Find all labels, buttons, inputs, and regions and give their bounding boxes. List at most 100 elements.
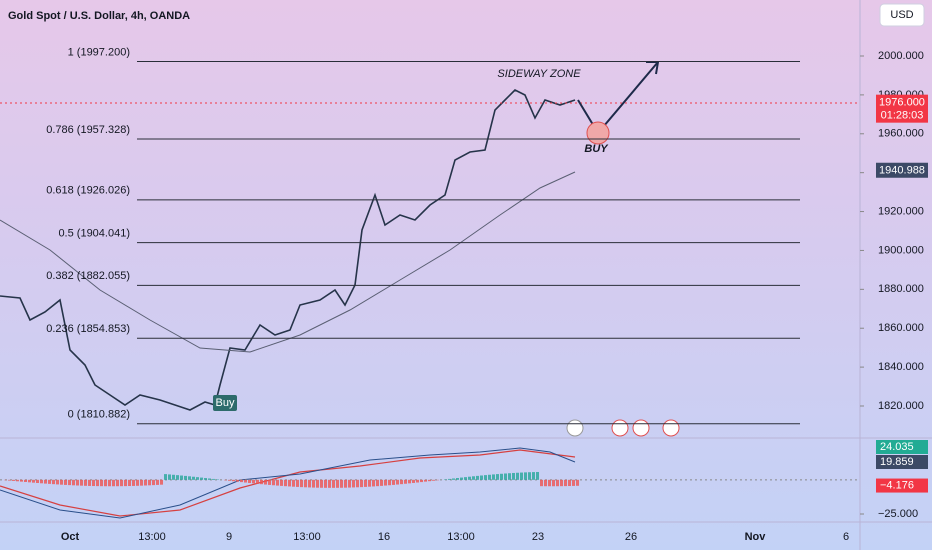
histogram-bar	[156, 479, 159, 485]
histogram-bar	[320, 479, 323, 488]
histogram-bar	[16, 479, 19, 482]
y-tick-label: 1900.000	[878, 244, 924, 256]
buy-path-arrow	[577, 61, 659, 135]
x-tick-label: 13:00	[447, 531, 475, 543]
histogram-bar	[188, 476, 191, 480]
histogram-bar	[448, 478, 451, 480]
histogram-bar	[312, 479, 315, 488]
histogram-bar	[112, 479, 115, 487]
buy-signal: Buy	[216, 397, 235, 409]
histogram-bar	[468, 476, 471, 480]
event-icon[interactable]	[611, 419, 629, 437]
histogram-bar	[208, 478, 211, 480]
histogram-bar	[292, 479, 295, 487]
histogram-bar	[256, 479, 259, 484]
histogram-bar	[384, 479, 387, 486]
currency-button[interactable]	[879, 3, 925, 27]
histogram-bar	[576, 479, 579, 486]
histogram-bar	[272, 479, 275, 486]
histogram-bar	[368, 479, 371, 487]
histogram-bar	[12, 479, 15, 481]
x-tick-label: 9	[226, 531, 232, 543]
histogram-bar	[52, 479, 55, 485]
x-tick-label: Nov	[745, 531, 767, 543]
histogram-bar	[200, 477, 203, 480]
histogram-bar	[160, 479, 163, 485]
histogram-bar	[244, 479, 247, 483]
histogram-bar	[100, 479, 103, 487]
histogram-bar	[140, 479, 143, 486]
fib-label: 1 (1997.200)	[68, 46, 130, 58]
histogram-bar	[152, 479, 155, 486]
histogram-bar	[472, 476, 475, 480]
y-tick-label: 1840.000	[878, 361, 924, 373]
x-tick-label: 6	[843, 531, 849, 543]
histogram-bar	[520, 472, 523, 480]
buy-label: BUY	[584, 143, 609, 155]
histogram-bar	[44, 479, 47, 484]
histogram-bar	[72, 479, 75, 486]
histogram-bar	[108, 479, 111, 487]
histogram-bar	[64, 479, 67, 485]
x-tick-label: 23	[532, 531, 544, 543]
histogram-bar	[376, 479, 379, 487]
histogram-bar	[296, 479, 299, 487]
histogram-bar	[260, 479, 263, 485]
y-tick-label: 1920.000	[878, 205, 924, 217]
arrow-head	[646, 61, 660, 75]
histogram-bar	[372, 479, 375, 487]
event-icon[interactable]	[662, 419, 680, 437]
histogram-bar	[348, 479, 351, 488]
event-icon[interactable]	[632, 419, 650, 437]
histogram-bar	[132, 479, 135, 486]
histogram-bar	[388, 479, 391, 486]
histogram-bar	[392, 479, 395, 485]
fib-label: 0.618 (1926.026)	[46, 185, 130, 197]
histogram-bar	[340, 479, 343, 488]
histogram-bar	[232, 479, 235, 482]
histogram-bar	[192, 476, 195, 480]
x-tick-label: 13:00	[138, 531, 166, 543]
histogram-bar	[356, 479, 359, 488]
histogram-bar	[176, 475, 179, 480]
fib-label: 0.5 (1904.041)	[58, 227, 130, 239]
histogram-bar	[40, 479, 43, 484]
macd-tag-box	[876, 455, 928, 469]
histogram-bar	[556, 479, 559, 487]
histogram-bar	[484, 475, 487, 480]
histogram-bar	[276, 479, 279, 486]
histogram-bar	[68, 479, 71, 486]
histogram-bar	[28, 479, 31, 483]
y-tick-label: 1860.000	[878, 322, 924, 334]
histogram-bar	[464, 477, 467, 480]
histogram-bar	[504, 473, 507, 480]
histogram-bar	[316, 479, 319, 488]
histogram-bar	[92, 479, 95, 487]
histogram-bar	[560, 479, 563, 487]
histogram-bar	[324, 479, 327, 488]
histogram-bar	[428, 479, 431, 482]
event-icon[interactable]	[566, 419, 584, 437]
macd-tag: −4.176	[880, 479, 914, 491]
histogram-bar	[264, 479, 267, 485]
histogram-bar	[480, 475, 483, 480]
histogram-bar	[164, 474, 167, 480]
histogram-bar	[184, 475, 187, 480]
histogram-bar	[492, 474, 495, 480]
histogram-bar	[424, 479, 427, 482]
histogram-bar	[512, 472, 515, 480]
macd-tag-box	[876, 478, 928, 493]
histogram-bar	[304, 479, 307, 488]
x-tick-label: 26	[625, 531, 637, 543]
histogram-bar	[236, 479, 239, 482]
currency[interactable]: USD	[890, 9, 913, 21]
histogram-bar	[516, 472, 519, 480]
histogram-bar	[476, 475, 479, 480]
buy-circle	[586, 121, 610, 145]
histogram-bar	[240, 479, 243, 483]
histogram-bar	[544, 479, 547, 487]
histogram-bar	[20, 479, 23, 482]
price-tag-box	[876, 162, 928, 178]
